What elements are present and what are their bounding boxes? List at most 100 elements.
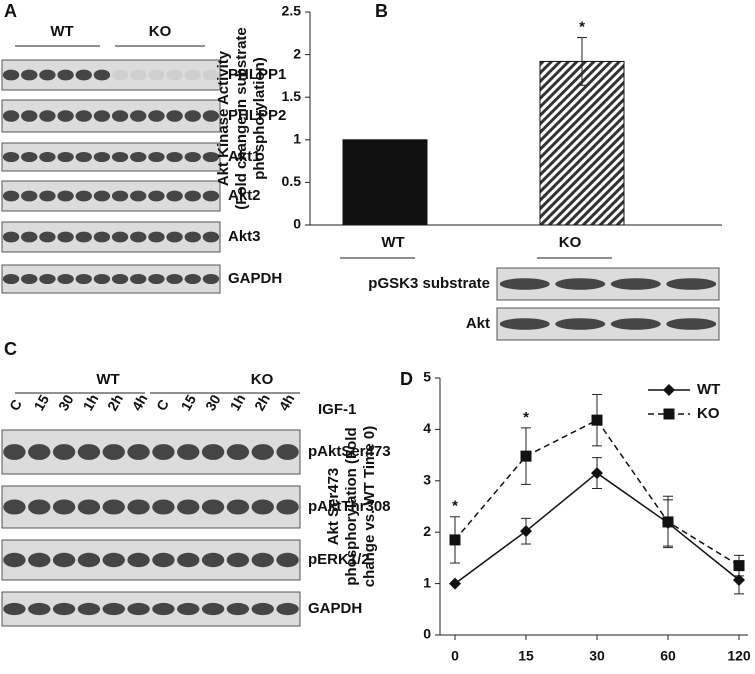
band — [251, 444, 274, 460]
band — [28, 499, 51, 515]
blot — [1, 591, 301, 627]
blot — [1, 142, 221, 172]
lane-label: 30 — [202, 392, 224, 414]
band — [184, 69, 201, 81]
blot — [1, 264, 221, 294]
bar — [342, 139, 428, 226]
row-label: Akt — [466, 315, 490, 332]
band — [251, 552, 274, 568]
band — [93, 151, 111, 163]
band — [93, 110, 111, 122]
band — [177, 552, 200, 568]
band — [130, 231, 147, 243]
blot — [1, 221, 221, 253]
band — [152, 602, 175, 616]
band — [3, 499, 26, 515]
y-tick-label: 0 — [293, 216, 301, 232]
band — [130, 190, 147, 202]
band — [177, 602, 200, 616]
band — [93, 190, 111, 202]
series-line — [454, 419, 740, 567]
marker — [662, 516, 674, 528]
y-tick-label: 0 — [423, 626, 431, 642]
band — [57, 231, 74, 243]
row-label: pAktSer473 — [308, 443, 391, 460]
band — [39, 231, 56, 243]
row-label: pGSK3 substrate — [368, 275, 490, 292]
band — [39, 190, 56, 202]
legend-label: KO — [697, 405, 720, 422]
y-axis-label: phosphorylation) — [251, 57, 268, 180]
y-tick-label: 1 — [423, 574, 431, 590]
band — [201, 444, 225, 460]
panel-letter: A — [4, 1, 17, 21]
marker — [520, 525, 532, 538]
band — [148, 273, 165, 285]
lane-label: 2h — [251, 391, 273, 413]
row-label: Akt1 — [228, 148, 261, 165]
band — [75, 231, 92, 243]
band — [276, 602, 299, 616]
band — [152, 444, 175, 460]
x-tick-label: WT — [381, 234, 404, 251]
band — [276, 444, 299, 460]
band — [201, 499, 225, 515]
band — [75, 110, 92, 122]
band — [102, 552, 125, 568]
band — [2, 190, 20, 202]
marker — [449, 577, 461, 590]
band — [166, 69, 183, 81]
band — [166, 110, 183, 122]
band — [102, 602, 125, 616]
band — [21, 273, 38, 285]
blot — [1, 180, 221, 212]
lane-label: 15 — [177, 392, 199, 414]
y-tick-label: 3 — [423, 472, 431, 488]
treatment-label: IGF-1 — [318, 401, 356, 418]
band — [111, 69, 129, 81]
row-label: GAPDH — [308, 600, 362, 617]
y-tick-label: 1 — [293, 131, 301, 147]
annotation: * — [523, 409, 529, 426]
blot — [1, 59, 221, 91]
band — [177, 499, 200, 515]
band — [166, 231, 183, 243]
y-tick-label: 2.5 — [282, 3, 302, 19]
band — [177, 444, 200, 460]
y-tick-label: 2 — [423, 523, 431, 539]
row-label: pAktThr308 — [308, 498, 391, 515]
band — [202, 110, 220, 122]
band — [148, 110, 165, 122]
band — [52, 444, 76, 460]
band — [148, 151, 165, 163]
band — [130, 110, 147, 122]
x-tick-label: 60 — [660, 648, 676, 664]
group-label: KO — [149, 23, 172, 40]
lane-label: 1h — [226, 391, 248, 413]
x-tick-label: 30 — [589, 648, 605, 664]
band — [130, 273, 147, 285]
band — [127, 499, 150, 515]
group-label: KO — [251, 371, 274, 388]
lane-label: 30 — [55, 392, 77, 414]
band — [111, 273, 129, 285]
band — [77, 499, 101, 515]
band — [226, 602, 250, 616]
lane-label: 4h — [128, 391, 150, 413]
row-label: pERK1/2 — [308, 551, 370, 568]
band — [2, 231, 20, 243]
band — [21, 231, 38, 243]
band — [39, 110, 56, 122]
band — [93, 69, 111, 81]
band — [226, 444, 250, 460]
panel-letter: C — [4, 339, 17, 359]
marker — [663, 384, 675, 396]
band — [499, 318, 550, 330]
band — [21, 151, 38, 163]
y-axis-label: phosphorylation (Fold — [343, 427, 360, 585]
band — [93, 231, 111, 243]
band — [201, 552, 225, 568]
band — [102, 499, 125, 515]
band — [276, 499, 299, 515]
